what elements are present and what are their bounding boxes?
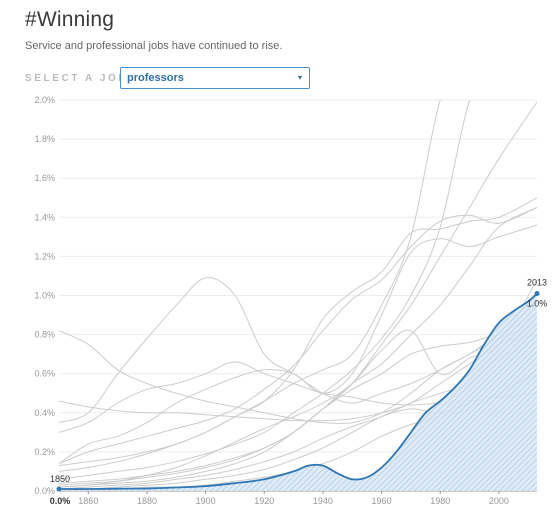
y-tick-label: 1.0% (34, 291, 55, 301)
chevron-down-icon: ▾ (297, 73, 302, 82)
y-tick-label: 1.6% (34, 173, 55, 183)
y-tick-label: 0.2% (34, 447, 55, 457)
x-tick-label: 1960 (372, 496, 392, 506)
job-select[interactable]: professors ▾ (120, 67, 310, 89)
background-series-line (59, 279, 538, 488)
x-tick-label: 1880 (137, 496, 157, 506)
background-series-line (59, 197, 538, 472)
y-tick-label: 0.4% (34, 408, 55, 418)
x-tick-label: 1860 (78, 496, 98, 506)
end-year-label: 2013 (527, 278, 547, 288)
background-series-line (59, 341, 538, 490)
y-tick-label: 1.2% (34, 251, 55, 261)
y-tick-label: 0.6% (34, 369, 55, 379)
page-subtitle: Service and professional jobs have conti… (25, 40, 283, 52)
background-series-line (59, 333, 538, 488)
end-point (534, 291, 540, 297)
y-tick-label: 0.0% (34, 486, 55, 496)
end-value-label: 1.0% (527, 299, 548, 309)
start-point (56, 486, 62, 492)
y-tick-label: 0.8% (34, 330, 55, 340)
start-year-label: 1850 (50, 474, 70, 484)
y-tick-label: 2.0% (34, 95, 55, 105)
x-tick-label: 2000 (489, 496, 509, 506)
background-series-line (59, 100, 471, 480)
background-series-line (59, 100, 441, 467)
y-tick-label: 1.4% (34, 212, 55, 222)
background-series-line (59, 224, 538, 465)
highlight-series-line (58, 292, 538, 490)
page-title: #Winning (25, 8, 115, 31)
x-tick-label: 1900 (196, 496, 216, 506)
start-value-label: 0.0% (50, 496, 71, 506)
x-tick-label: 1920 (254, 496, 274, 506)
highlight-area (59, 293, 537, 491)
x-tick-label: 1940 (313, 496, 333, 506)
y-tick-label: 1.8% (34, 134, 55, 144)
job-select-label: SELECT A JOB: (25, 73, 135, 84)
x-tick-label: 1980 (430, 496, 450, 506)
background-series-line (59, 207, 538, 465)
background-series-line (59, 334, 538, 422)
job-select-value: professors (127, 72, 184, 84)
